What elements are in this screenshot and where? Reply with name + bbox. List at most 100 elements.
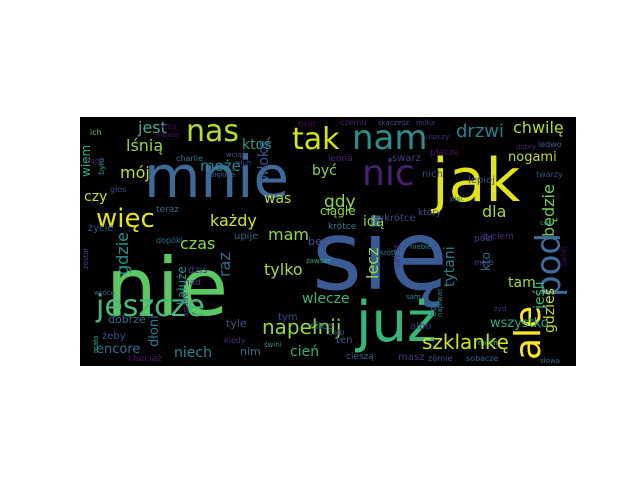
cloud-word: świat	[558, 246, 568, 267]
cloud-word: chociaż	[128, 354, 162, 364]
cloud-word: nie	[106, 241, 228, 334]
cloud-word: leona	[328, 154, 353, 164]
cloud-word: skaczesz	[378, 119, 409, 127]
cloud-word: wiem	[80, 145, 93, 177]
cloud-word: nam	[352, 118, 428, 158]
cloud-word: cieszą	[346, 352, 374, 362]
cloud-word: moim	[478, 339, 498, 347]
cloud-word: chce	[310, 321, 334, 332]
cloud-word: płacze	[430, 148, 459, 158]
cloud-word: nad	[184, 278, 201, 288]
cloud-word: kałuże	[175, 266, 189, 305]
cloud-word: dłoni	[147, 315, 162, 347]
cloud-word: czas	[180, 234, 215, 253]
cloud-word: sobacze	[466, 354, 499, 363]
cloud-word: czemu	[340, 118, 366, 127]
cloud-word: każdy	[210, 211, 257, 230]
cloud-word: dla	[482, 202, 506, 221]
cloud-word: jest	[137, 118, 167, 137]
cloud-word: mówią	[156, 131, 179, 139]
cloud-word: kto	[479, 252, 493, 271]
cloud-word: nich	[422, 169, 443, 180]
cloud-word: milka	[416, 119, 435, 127]
cloud-word: bądź	[86, 157, 103, 165]
cloud-word: charlie	[176, 154, 203, 163]
cloud-word: pókí	[474, 233, 493, 244]
cloud-word: wkrótce	[376, 212, 416, 224]
cloud-word: gdzie	[113, 232, 132, 275]
cloud-word: już	[354, 290, 436, 355]
cloud-word: sam	[406, 293, 421, 301]
cloud-word: gdzieś	[542, 288, 558, 333]
cloud-word: ale	[508, 306, 549, 360]
cloud-word: słowa	[540, 357, 560, 365]
word-cloud: się nie mnie jak już jeszcze ale pod tak nam nas ni…	[80, 117, 576, 366]
cloud-word: zórnie	[428, 353, 453, 363]
cloud-word: cień	[290, 344, 319, 360]
cloud-word: dopóki	[156, 235, 183, 245]
cloud-word: tytani	[442, 246, 458, 287]
cloud-word: sobą	[158, 122, 177, 131]
cloud-word: twarzy	[536, 170, 563, 179]
cloud-word: bez	[308, 235, 328, 248]
cloud-word: dobrze	[108, 313, 146, 326]
cloud-word: płuh	[236, 159, 251, 167]
cloud-word: szklankę	[422, 330, 509, 354]
cloud-word: ciągle	[320, 204, 356, 218]
cloud-word: lecz	[363, 248, 382, 279]
cloud-word: idą	[363, 214, 384, 230]
cloud-word: cało	[328, 328, 345, 337]
cloud-word: teraz	[156, 205, 179, 215]
cloud-word: pięć	[450, 195, 465, 203]
cloud-word: napiwać	[436, 288, 444, 317]
cloud-word: było	[97, 158, 106, 175]
cloud-word: zawsze	[306, 257, 331, 265]
cloud-word: brat	[298, 120, 317, 130]
cloud-word: nas	[186, 117, 239, 149]
cloud-word: boli	[429, 301, 439, 317]
cloud-word: was	[264, 191, 291, 207]
cloud-word: wciąż	[226, 151, 246, 159]
cloud-word: czy	[84, 189, 107, 205]
cloud-word: niech	[174, 345, 212, 361]
cloud-word: tylko	[264, 260, 303, 279]
cloud-word: niebie	[410, 243, 431, 251]
cloud-word: wlecze	[302, 291, 350, 307]
cloud-word: wrócę	[94, 289, 115, 297]
cloud-word: masz	[398, 352, 424, 363]
cloud-word: ktoś	[242, 137, 271, 153]
cloud-word: tyle	[226, 317, 247, 330]
cloud-word: ich	[90, 128, 102, 137]
cloud-word: tam	[508, 275, 536, 291]
cloud-word: ostatni	[182, 293, 190, 317]
cloud-word: mnie	[144, 143, 289, 211]
cloud-word: wlokę	[256, 140, 272, 181]
cloud-word: lepiej	[468, 175, 495, 186]
cloud-word: żeby	[102, 331, 126, 342]
cloud-word: nogami	[508, 150, 557, 165]
cloud-word: nim	[240, 345, 261, 358]
cloud-word: który	[418, 207, 442, 218]
cloud-word: gdy	[324, 192, 356, 212]
cloud-word: pod	[529, 233, 569, 297]
cloud-word: mam	[268, 225, 309, 244]
cloud-word: jak	[430, 146, 520, 216]
cloud-word: chwilę	[513, 118, 564, 137]
cloud-word: jeśli	[532, 281, 548, 310]
cloud-word: wszystko	[490, 316, 549, 331]
cloud-word: mój	[120, 163, 150, 182]
cloud-word: mało	[92, 336, 100, 353]
cloud-word: lśnią	[126, 136, 163, 155]
cloud-word: nic	[362, 153, 415, 194]
cloud-word: krótce	[328, 221, 357, 232]
cloud-word: ten	[336, 335, 352, 346]
cloud-word: albo	[410, 321, 431, 332]
cloud-word: został	[82, 248, 90, 269]
cloud-word: się	[312, 200, 448, 312]
cloud-word: ledwo	[538, 140, 562, 149]
cloud-word: swarz	[392, 153, 421, 164]
cloud-word: drzwi	[456, 121, 504, 142]
cloud-word: tekst	[393, 244, 403, 267]
cloud-word: krótka	[380, 249, 402, 257]
